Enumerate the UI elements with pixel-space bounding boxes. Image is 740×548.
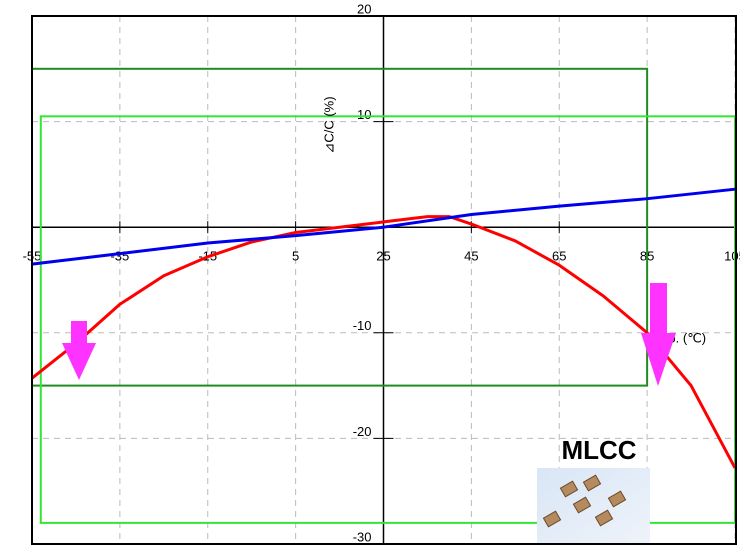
mlcc-label: MLCC — [561, 435, 636, 465]
y-tick-label: 20 — [357, 1, 371, 16]
x-tick-label: 105 — [724, 249, 740, 264]
x-tick-label: -35 — [110, 249, 129, 264]
y-tick-label: 10 — [357, 107, 371, 122]
chart: -55-35-15525456585105-30-20-101020 ⊿C/C … — [0, 0, 740, 548]
y-tick-label: -30 — [353, 529, 372, 544]
x-tick-label: 45 — [464, 249, 478, 264]
y-tick-label: -10 — [353, 318, 372, 333]
y-axis-label: ⊿C/C (%) — [321, 96, 336, 153]
mlcc-image — [537, 468, 650, 544]
arrow — [62, 283, 676, 386]
y-tick-label: -20 — [353, 424, 372, 439]
x-tick-label: 5 — [292, 249, 299, 264]
